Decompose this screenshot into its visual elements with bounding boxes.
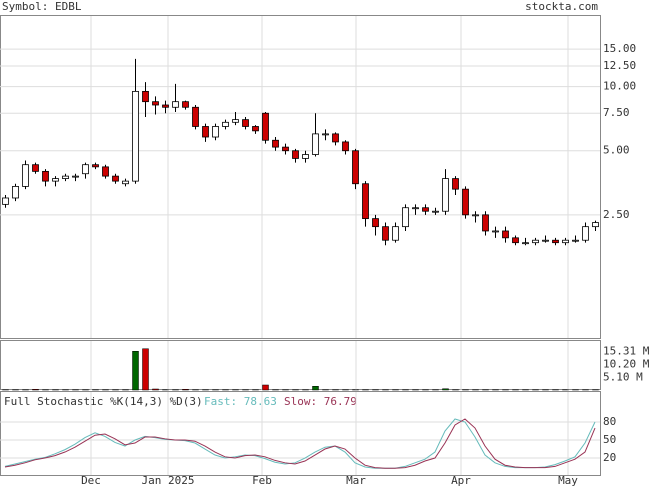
volume-bar xyxy=(262,384,269,391)
y-tick-label: 5.10 M xyxy=(603,370,643,383)
site-label: stockta.com xyxy=(525,0,598,13)
x-tick-label: Mar xyxy=(346,474,366,486)
candle-body xyxy=(322,133,329,136)
candle-body xyxy=(202,126,209,138)
candle-body xyxy=(432,210,439,213)
candle-body xyxy=(112,175,119,182)
candle-body xyxy=(312,133,319,155)
volume-panel xyxy=(0,340,601,390)
candle-body xyxy=(382,226,389,241)
stochastic-title: Full Stochastic %K(14,3) %D(3) xyxy=(4,395,203,408)
candle-body xyxy=(172,101,179,108)
y-tick-label: 5.00 xyxy=(603,144,630,157)
candle-body xyxy=(502,230,509,239)
candle-body xyxy=(392,226,399,241)
candle-body xyxy=(22,164,29,187)
candle-body xyxy=(232,119,239,123)
slow-label: Slow: 76.79 xyxy=(284,395,357,408)
candle-body xyxy=(102,166,109,177)
candle-body xyxy=(352,150,359,185)
y-tick-label: 15.31 M xyxy=(603,345,650,358)
candle-body xyxy=(212,126,219,138)
candle-body xyxy=(472,214,479,217)
volume-bar xyxy=(152,388,159,391)
candle-body xyxy=(182,101,189,108)
x-tick-label: Apr xyxy=(451,474,471,486)
candle-body xyxy=(242,119,249,127)
candle-body xyxy=(92,164,99,168)
candle-body xyxy=(492,230,499,233)
candle-body xyxy=(252,126,259,132)
candle-body xyxy=(402,207,409,228)
candle-body xyxy=(442,178,449,212)
volume-bar xyxy=(312,386,319,391)
candle-body xyxy=(452,178,459,190)
candle-body xyxy=(12,186,19,199)
candle-body xyxy=(292,150,299,159)
candle-body xyxy=(162,104,169,108)
candle-body xyxy=(192,106,199,127)
volume-bar xyxy=(32,389,39,391)
x-tick-label: May xyxy=(558,474,578,486)
candle-body xyxy=(362,183,369,220)
candle-body xyxy=(302,154,309,159)
y-tick-label: 10.00 xyxy=(603,80,636,93)
candle-body xyxy=(52,178,59,182)
candle-body xyxy=(572,239,579,242)
symbol-label: Symbol: EDBL xyxy=(2,0,82,13)
candle-body xyxy=(512,237,519,244)
candle-body xyxy=(522,242,529,245)
price-panel xyxy=(0,15,601,339)
y-tick-label: 50 xyxy=(603,433,616,446)
candle-body xyxy=(62,175,69,179)
stochastic-line xyxy=(4,418,596,469)
candle-body xyxy=(132,90,139,182)
candle-body xyxy=(2,197,9,205)
y-tick-label: 12.50 xyxy=(603,59,636,72)
y-tick-label: 10.20 M xyxy=(603,358,650,371)
volume-bar xyxy=(442,388,449,391)
candle-body xyxy=(82,164,89,175)
candle-body xyxy=(272,139,279,148)
candle-body xyxy=(262,112,269,141)
candle-body xyxy=(142,90,149,103)
x-tick-label: Dec xyxy=(81,474,101,486)
candle-body xyxy=(552,239,559,244)
candle-body xyxy=(592,222,599,228)
candle-body xyxy=(282,146,289,152)
candle-body xyxy=(422,207,429,212)
stochastic-line xyxy=(4,418,596,469)
x-tick-label: Jan 2025 xyxy=(142,474,195,486)
x-tick-label: Feb xyxy=(252,474,272,486)
stochastic-panel xyxy=(0,391,601,476)
candle-body xyxy=(42,170,49,182)
y-tick-label: 80 xyxy=(603,415,616,428)
volume-bar xyxy=(142,348,149,391)
candle-body xyxy=(152,101,159,106)
y-tick-label: 7.50 xyxy=(603,106,630,119)
candle-body xyxy=(542,239,549,242)
candle-body xyxy=(372,218,379,228)
candle-body xyxy=(332,133,339,143)
candle-body xyxy=(222,121,229,127)
candle-body xyxy=(532,239,539,244)
candle-body xyxy=(32,164,39,172)
candle-body xyxy=(582,226,589,241)
candle-body xyxy=(462,188,469,216)
volume-bar xyxy=(182,389,189,391)
fast-label: Fast: 78.63 xyxy=(204,395,277,408)
y-tick-label: 20 xyxy=(603,451,616,464)
volume-bar xyxy=(132,351,139,391)
candle-body xyxy=(562,239,569,244)
y-tick-label: 15.00 xyxy=(603,42,636,55)
candle-body xyxy=(342,141,349,152)
candle-body xyxy=(482,214,489,232)
y-tick-label: 2.50 xyxy=(603,208,630,221)
candle-body xyxy=(412,207,419,210)
candle-body xyxy=(72,175,79,178)
candle-body xyxy=(122,180,129,185)
